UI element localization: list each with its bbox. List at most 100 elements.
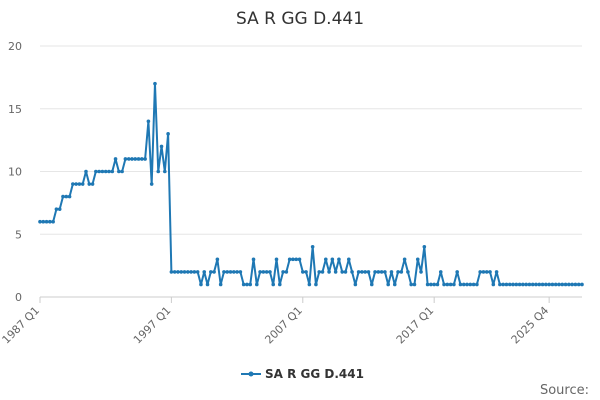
series-layer	[38, 81, 584, 287]
data-point	[550, 282, 555, 287]
data-point	[527, 282, 532, 287]
data-point	[560, 282, 565, 287]
data-point	[205, 282, 210, 287]
data-point	[448, 282, 453, 287]
data-point	[268, 270, 272, 274]
data-point	[379, 270, 384, 274]
data-point	[419, 270, 423, 274]
data-point	[576, 282, 581, 287]
data-point	[251, 257, 256, 262]
data-point	[402, 257, 407, 262]
data-point	[77, 182, 82, 186]
data-point	[455, 270, 459, 274]
data-point	[412, 282, 417, 287]
data-point	[232, 270, 236, 274]
data-point	[163, 169, 167, 174]
data-point	[71, 182, 75, 186]
data-point	[130, 157, 134, 161]
chart-title: SA R GG D.441	[236, 9, 364, 29]
y-tick-label: 10	[8, 166, 22, 179]
y-tick-label: 5	[15, 228, 22, 241]
data-point	[442, 282, 446, 287]
y-tick-label: 15	[8, 103, 22, 116]
x-tick-label: 1997 Q1	[131, 304, 174, 347]
data-point	[110, 169, 115, 174]
data-point	[363, 270, 368, 274]
data-point	[333, 270, 338, 274]
data-point	[84, 169, 88, 174]
data-point	[182, 270, 187, 274]
data-point	[126, 157, 131, 161]
data-point	[67, 194, 72, 199]
data-point	[537, 282, 542, 287]
data-point	[133, 157, 138, 161]
data-point	[235, 270, 239, 274]
series-line	[40, 82, 582, 286]
data-point	[41, 219, 46, 224]
data-point	[553, 282, 558, 287]
data-point	[366, 270, 371, 274]
data-point	[521, 282, 525, 287]
data-point	[113, 157, 118, 161]
data-point	[258, 270, 262, 274]
data-point	[248, 282, 253, 287]
data-point	[189, 270, 193, 274]
data-point	[396, 270, 400, 274]
data-point	[567, 282, 571, 287]
data-point	[383, 270, 387, 274]
data-point	[540, 282, 545, 287]
data-point	[100, 169, 105, 174]
data-point	[176, 270, 180, 274]
data-point	[300, 270, 305, 274]
data-point	[544, 282, 548, 287]
x-axis-ticks: 1987 Q1 1997 Q1 2007 Q1 2017 Q1 2025 Q4	[0, 297, 551, 346]
data-point	[156, 169, 161, 174]
data-point	[429, 282, 433, 287]
data-point	[330, 257, 335, 262]
data-point	[481, 270, 486, 274]
data-point	[166, 132, 170, 136]
data-point	[340, 270, 345, 274]
data-point	[264, 270, 269, 274]
data-point	[399, 270, 404, 274]
data-point	[409, 282, 413, 287]
data-point	[294, 257, 299, 262]
data-point	[304, 270, 308, 274]
data-point	[87, 182, 92, 186]
data-point	[172, 270, 177, 274]
y-tick-label: 0	[15, 291, 22, 304]
legend[interactable]: SA R GG D.441	[241, 367, 364, 381]
y-axis-ticks: 0 5 10 15 20	[8, 40, 22, 304]
data-point	[192, 270, 197, 274]
data-point	[153, 81, 157, 86]
data-point	[386, 282, 390, 287]
data-point	[179, 270, 184, 274]
data-point	[159, 144, 164, 149]
data-point	[392, 282, 397, 287]
legend-label: SA R GG D.441	[265, 367, 364, 381]
data-point	[415, 257, 420, 262]
data-point	[484, 270, 489, 274]
data-point	[74, 182, 78, 186]
data-point	[563, 282, 568, 287]
data-point	[445, 282, 450, 287]
data-point	[376, 270, 381, 274]
data-point	[107, 169, 111, 174]
data-point	[238, 270, 243, 274]
data-point	[468, 282, 473, 287]
data-point	[120, 169, 124, 174]
data-point	[501, 282, 505, 287]
data-point	[471, 282, 476, 287]
data-point	[425, 282, 430, 287]
data-point	[534, 282, 538, 287]
data-point	[297, 257, 302, 262]
data-point	[570, 282, 574, 287]
data-point	[274, 257, 279, 262]
data-point	[218, 282, 223, 287]
data-point	[97, 169, 101, 174]
data-point	[478, 270, 482, 274]
data-point	[461, 282, 466, 287]
data-point	[228, 270, 233, 274]
data-point	[514, 282, 519, 287]
